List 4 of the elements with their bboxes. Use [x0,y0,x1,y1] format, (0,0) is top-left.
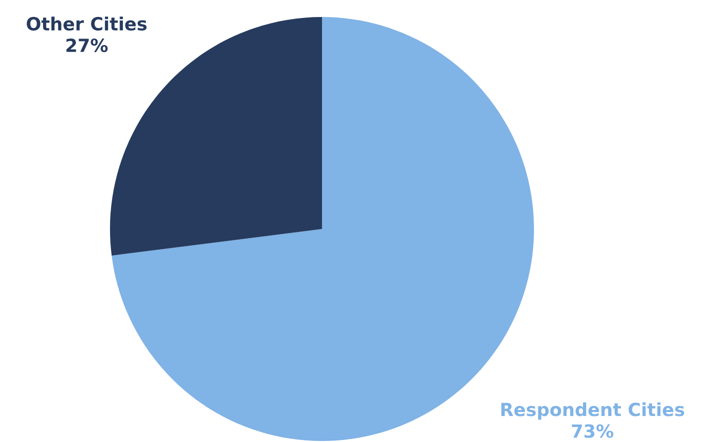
data-label: 27% [66,38,108,52]
slice-label: Respondent Cities [501,402,684,420]
data-label: 73% [572,424,614,438]
slice-label: Other Cities [26,16,147,31]
